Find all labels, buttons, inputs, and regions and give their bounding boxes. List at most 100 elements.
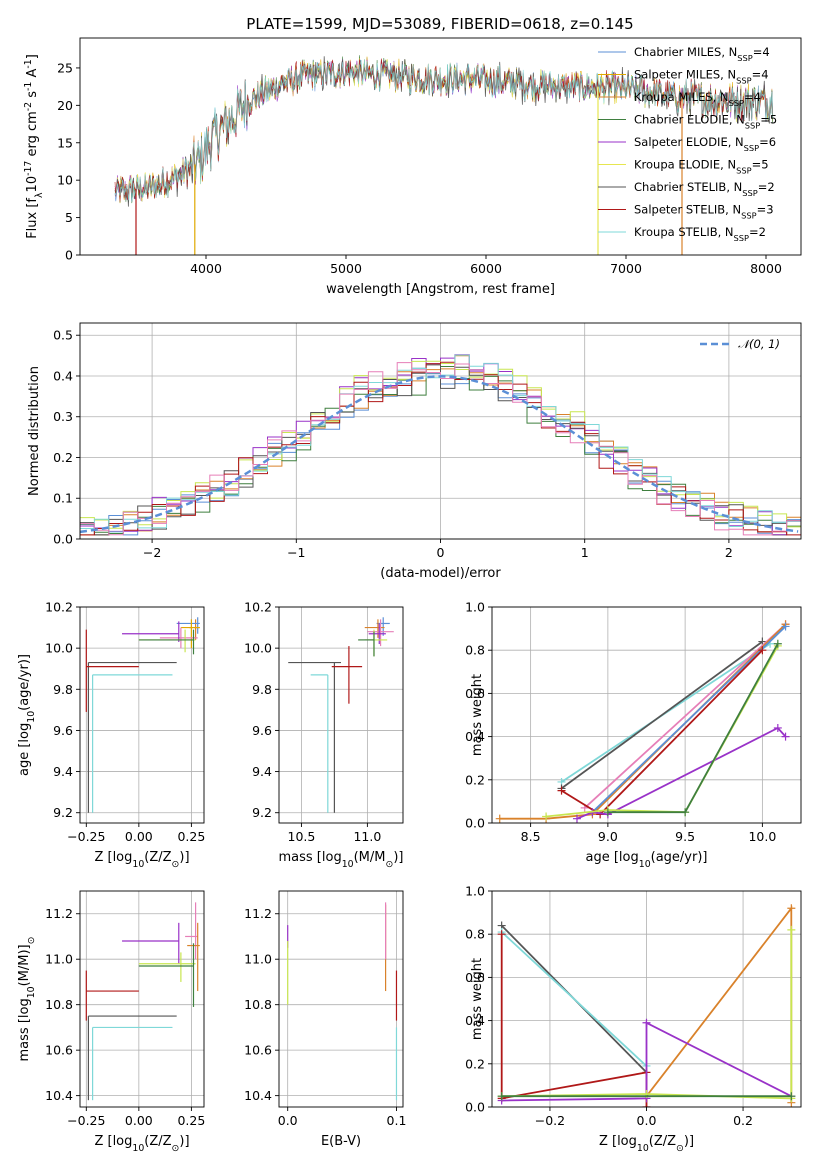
- spectrum-xtick-label-4: 8000: [750, 261, 782, 276]
- age_vs_mass-xlabel: mass [log10(M/M⊙)]: [279, 850, 404, 870]
- age_vs_Z-xtick-label-2: 0.25: [177, 829, 205, 844]
- mass_weight_vs_age-marker-8-0: [603, 808, 612, 817]
- mass_vs_Z-point-2: [122, 922, 180, 964]
- mass_weight_vs_Z-marker-3-1: [787, 904, 796, 913]
- spectrum-ytick-label-5: 25: [57, 60, 73, 75]
- age_vs_mass-ytick-label-1: 9.4: [252, 764, 272, 779]
- age_vs_mass-point-6: [288, 661, 341, 813]
- age_vs_Z-ytick-label-3: 9.8: [53, 682, 73, 697]
- age_vs_mass-ytick-label-5: 10.2: [244, 600, 272, 615]
- mass_weight_vs_age-panel: 8.5 9.0 9.5 10.0 0.0 0.2 0.4 0.6 0.8 1.0 age [log1…: [465, 600, 802, 870]
- age_vs_Z-point-7: [87, 661, 177, 813]
- age_vs_mass-xtick-label-1: 11.0: [353, 829, 381, 844]
- age_vs_Z-ytick-label-5: 10.2: [45, 600, 73, 615]
- mass_weight_vs_age-ylabel: mass weight: [470, 674, 485, 756]
- residuals-ytick-label-5: 0.5: [53, 328, 73, 343]
- age_vs_mass-point-5: [358, 631, 375, 657]
- residual-legend-label: 𝒩(0, 1): [738, 337, 780, 351]
- spectrum-ytick-label-3: 15: [57, 135, 73, 150]
- mass_weight_vs_Z-marker-2-3: [642, 1103, 651, 1107]
- age_vs_mass-point-2: [367, 619, 394, 647]
- residual-hist-4: [80, 360, 801, 536]
- age_vs_Z-point-9: [92, 674, 173, 813]
- mass_weight_vs_age-series-1: [560, 640, 763, 790]
- spectrum-legend-label-8: Kroupa STELIB, NSSP=2: [634, 225, 766, 243]
- mass_weight_vs_age-ytick-label-1: 0.2: [465, 772, 485, 787]
- spectrum-ytick-label-0: 0: [65, 248, 73, 263]
- mass_weight_vs_age-ytick-label-0: 0.0: [465, 816, 485, 831]
- mass_weight_vs_age-ytick-label-5: 1.0: [465, 600, 485, 615]
- mass_weight_vs_age-series-4: [591, 625, 787, 813]
- residuals-xlabel: (data-model)/error: [380, 566, 501, 581]
- spectrum-ytick-label-2: 10: [57, 173, 73, 188]
- residuals-ytick-label-4: 0.4: [53, 368, 73, 383]
- residuals-plot-area: [80, 354, 801, 536]
- mass_weight_vs_Z-series-4: [501, 1021, 792, 1102]
- residuals-ytick-label-1: 0.1: [53, 491, 73, 506]
- mass_weight_vs_age-ytick-label-2: 0.4: [465, 729, 485, 744]
- mass_vs_Z-ytick-label-0: 10.4: [45, 1088, 73, 1103]
- mass_vs_EBV-ytick-label-0: 10.4: [244, 1088, 272, 1103]
- age_vs_mass-panel: 10.5 11.0 9.2 9.4 9.6 9.8 10.0 10.2 mass [log10(…: [244, 600, 403, 870]
- age_vs_Z-point-2: [180, 619, 200, 649]
- age_vs_Z-xtick-label-1: 0.00: [125, 829, 153, 844]
- age_vs_mass-xtick-label-0: 10.5: [288, 829, 316, 844]
- spectrum-xtick-label-1: 5000: [330, 261, 362, 276]
- mass_weight_vs_age-marker-6-0: [572, 814, 581, 823]
- mass_weight_vs_age-marker-6-3: [773, 723, 782, 732]
- spectrum-frame: [79, 37, 802, 256]
- mass_vs_Z-ytick-label-1: 10.6: [45, 1043, 73, 1058]
- mass_weight_vs_age-plot-area: [495, 620, 790, 823]
- mass_weight_vs_Z-xtick-label-2: 0.2: [733, 1113, 753, 1128]
- age_vs_mass-ytick-label-3: 9.8: [252, 682, 272, 697]
- mass_weight_vs_age-series-5: [561, 649, 764, 816]
- mass_weight_vs_Z-panel: −0.2 0.0 0.2 0.0 0.2 0.4 0.6 0.8 1.0 Z [log10(Z/Z…: [465, 884, 802, 1154]
- mass_weight_vs_Z-ytick-label-5: 1.0: [465, 884, 485, 899]
- mass_vs_Z-ytick-label-3: 11.0: [45, 952, 73, 967]
- residuals-xtick-label-3: 1: [581, 545, 589, 560]
- spectrum-legend-label-2: Kroupa MILES, NSSP=4: [634, 90, 761, 108]
- mass_vs_Z-panel: −0.25 0.00 0.25 10.4 10.6 10.8 11.0 11.2 Z [log1…: [17, 890, 205, 1154]
- spectrum-legend-label-0: Chabrier MILES, NSSP=4: [634, 45, 770, 63]
- mass_weight_vs_age-marker-5-0: [557, 786, 566, 795]
- residuals-xtick-label-1: −1: [287, 545, 305, 560]
- mass_vs_EBV-panel: 0.0 0.1 10.4 10.6 10.8 11.0 11.2 E(B-V): [244, 890, 406, 1149]
- mass_weight_vs_Z-ytick-label-1: 0.2: [465, 1056, 485, 1071]
- mass_vs_EBV-ytick-label-4: 11.2: [244, 906, 272, 921]
- spectrum-xtick-label-2: 6000: [470, 261, 502, 276]
- residuals-ytick-label-0: 0.0: [53, 532, 73, 547]
- age_vs_Z-xtick-label-0: −0.25: [67, 829, 105, 844]
- mass_weight_vs_age-series-2: [584, 623, 787, 809]
- mass_weight_vs_age-ytick-label-4: 0.8: [465, 643, 485, 658]
- mass_weight_vs_age-xtick-label-1: 9.0: [598, 829, 618, 844]
- age_vs_mass-frame: [278, 606, 404, 824]
- spectrum-plot-area: [114, 55, 774, 255]
- residuals-xtick-label-2: 0: [437, 545, 445, 560]
- spectrum-legend-label-6: Chabrier STELIB, NSSP=2: [634, 180, 775, 198]
- age_vs_Z-plot-area: [85, 617, 200, 813]
- mass_weight_vs_Z-plot-area: [497, 904, 796, 1107]
- mass_weight_vs_Z-xtick-label-0: −0.2: [535, 1113, 565, 1128]
- mass_weight_vs_Z-ylabel: mass weight: [470, 958, 485, 1040]
- spectrum-xtick-label-0: 4000: [190, 261, 222, 276]
- mass_weight_vs_age-xlabel: age [log10(age/yr)]: [586, 850, 708, 870]
- mass_vs_EBV-plot-area: [287, 902, 398, 1101]
- spectrum-legend-label-7: Salpeter STELIB, NSSP=3: [634, 203, 774, 221]
- mass_weight_vs_age-marker-1-1: [758, 637, 767, 646]
- age_vs_Z-ytick-label-4: 10.0: [45, 641, 73, 656]
- spectrum-ylabel: Flux [fλ10-17 erg cm-2 s-1 A-1]: [23, 54, 45, 239]
- age_vs_mass-ytick-label-4: 10.0: [244, 641, 272, 656]
- mass_weight_vs_age-marker-8-1: [681, 808, 690, 817]
- mass_weight_vs_age-frame: [491, 606, 802, 824]
- mass_vs_EBV-xlabel: E(B-V): [321, 1134, 361, 1149]
- mass_weight_vs_Z-series-3: [645, 905, 793, 1103]
- spectrum-legend-label-1: Salpeter MILES, NSSP=4: [634, 68, 769, 86]
- mass_vs_EBV-ytick-label-1: 10.6: [244, 1043, 272, 1058]
- mass_vs_Z-point-7: [92, 1026, 173, 1101]
- mass_vs_Z-point-6: [85, 970, 139, 1021]
- mass_vs_Z-ytick-label-4: 11.2: [45, 906, 73, 921]
- age_vs_Z-point-1: [176, 617, 200, 634]
- mass_weight_vs_Z-xlabel: Z [log10(Z/Z⊙)]: [599, 1134, 694, 1154]
- mass_vs_Z-point-4: [138, 943, 195, 1007]
